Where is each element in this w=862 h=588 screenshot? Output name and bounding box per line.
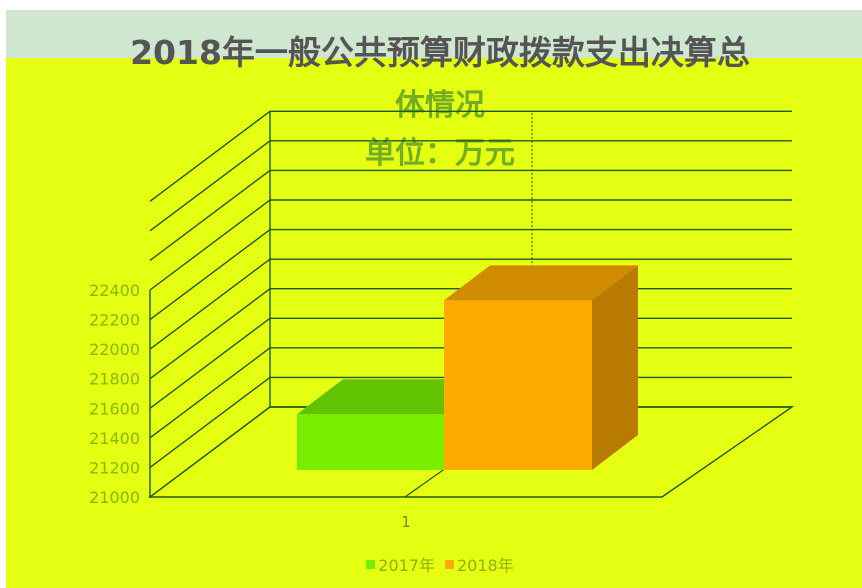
y-tick-label: 21600 [89,399,140,418]
legend-label-2017: 2017年 [378,556,435,575]
legend-label-2018: 2018年 [457,556,514,575]
bar-2018-side [592,265,638,470]
chart-unit-label: 单位：万元 [365,136,515,171]
y-tick-label: 22200 [89,311,140,330]
chart-title-continued: 体情况 [395,88,485,123]
chart-floor [147,406,795,498]
y-tick-label: 21800 [89,370,140,389]
y-axis-ticks: 21000 21200 21400 21600 21800 22000 22200 22400 [89,281,140,507]
chart-title: 2018年一般公共预算财政拨款支出决算总 [130,33,750,72]
legend-swatch-2017 [366,559,376,569]
bar-2018-top [444,265,638,301]
y-tick-label: 21000 [89,488,140,507]
y-tick-label: 21200 [89,458,140,477]
x-axis-ticks: 1 [401,513,411,531]
bar-2017 [297,379,490,470]
bar-2018-front [444,300,592,470]
legend: 2017年 2018年 [0,552,862,576]
bars [297,265,638,470]
y-tick-label: 22000 [89,340,140,359]
x-tick-label: 1 [401,513,411,531]
y-tick-label: 21400 [89,429,140,448]
legend-item-2018: 2018年 [445,552,514,576]
bar-2018 [444,265,638,470]
legend-item-2017: 2017年 [366,552,435,576]
legend-swatch-2018 [445,559,454,569]
y-tick-label: 22400 [89,281,140,300]
plot-area [6,58,862,588]
bar-2017-front [297,414,444,470]
gridlines [147,110,795,498]
bar-2017-top [297,379,490,415]
